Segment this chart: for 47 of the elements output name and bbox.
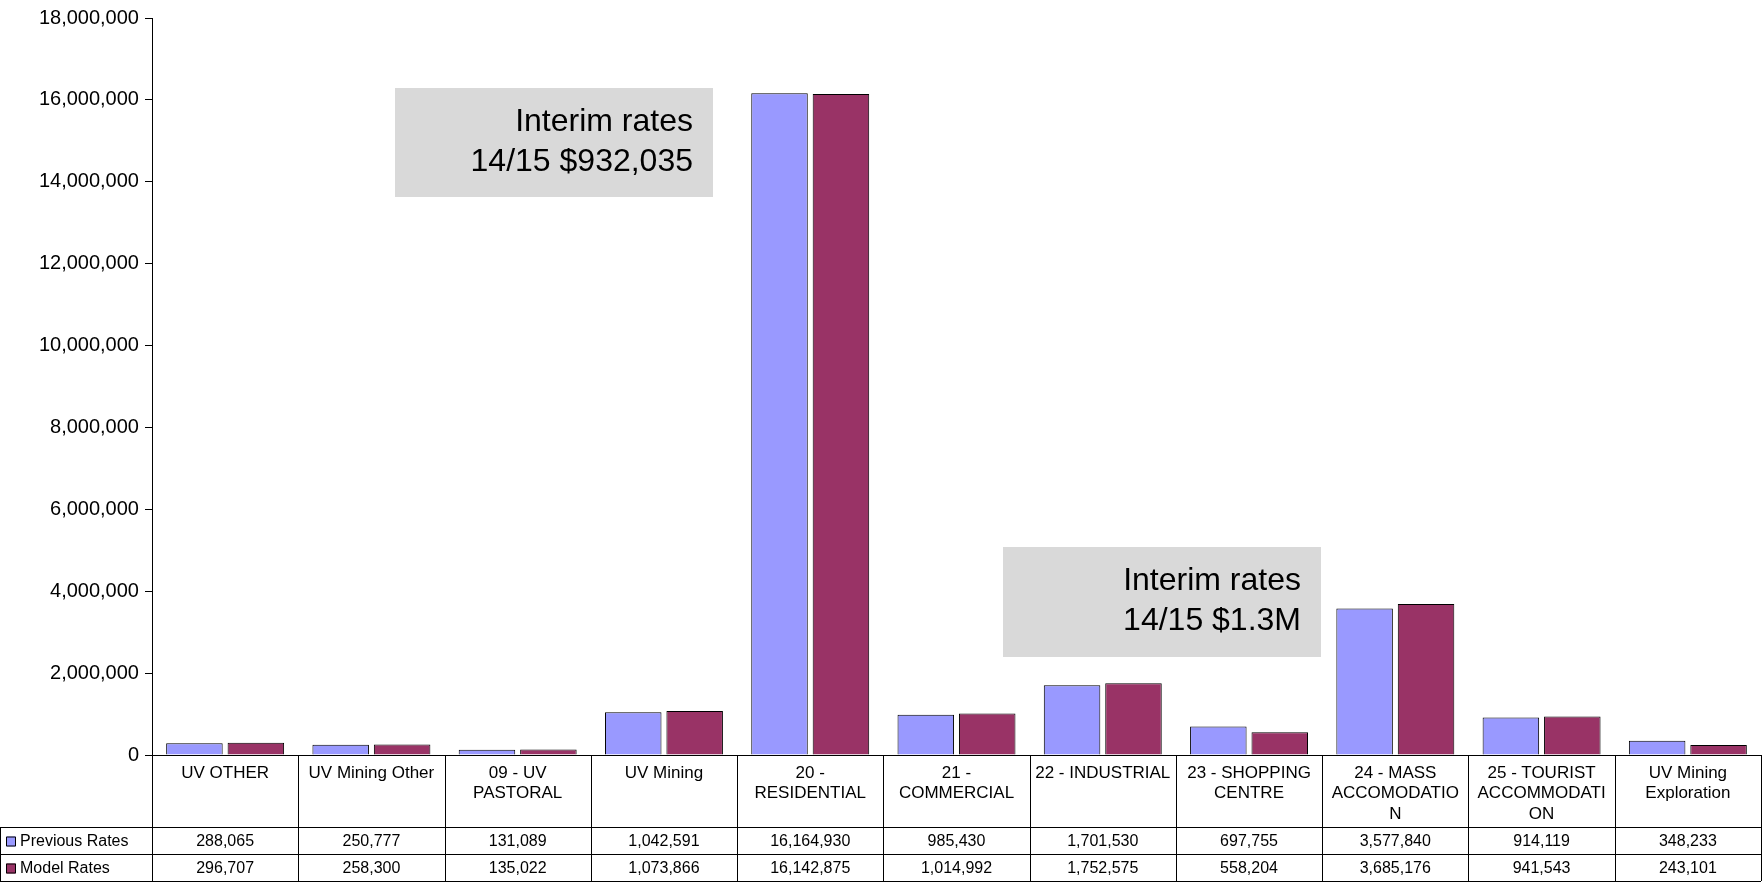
y-tick-label: 16,000,000 bbox=[38, 87, 139, 110]
data-label: 348,233 bbox=[1658, 831, 1717, 849]
x-tick-label: 23 - SHOPPING CENTRE bbox=[1187, 762, 1311, 803]
x-tick-label: UV OTHER bbox=[181, 762, 270, 782]
data-label: 243,101 bbox=[1658, 858, 1717, 876]
y-tick-label: 14,000,000 bbox=[38, 169, 139, 192]
data-label: 288,065 bbox=[196, 831, 255, 849]
data-label: 16,164,930 bbox=[770, 831, 851, 849]
x-tick-label: 09 - UV PASTORAL bbox=[473, 762, 563, 803]
data-label: 941,543 bbox=[1512, 858, 1571, 876]
x-tick-label: 20 - RESIDENTIAL bbox=[754, 762, 866, 803]
y-tick-label: 6,000,000 bbox=[50, 496, 139, 519]
x-tick-label: UV Mining Exploration bbox=[1645, 762, 1731, 803]
data-label: 1,014,992 bbox=[920, 858, 993, 876]
x-tick-label: 25 - TOURIST ACCOMMODATION bbox=[1477, 762, 1606, 823]
data-label: 3,685,176 bbox=[1359, 858, 1432, 876]
data-label: 135,022 bbox=[488, 858, 547, 876]
callout-box: Interim rates 14/15 $1.3M bbox=[1003, 547, 1321, 657]
data-label: 1,042,591 bbox=[628, 831, 700, 849]
data-label: 3,577,840 bbox=[1359, 831, 1432, 849]
data-label: 1,073,866 bbox=[628, 858, 700, 876]
x-tick-label: UV Mining bbox=[624, 762, 704, 782]
x-tick-label: 24 - MASS ACCOMODATION bbox=[1331, 762, 1459, 823]
legend-label: Previous Rates bbox=[20, 831, 129, 849]
data-label: 296,707 bbox=[196, 858, 255, 876]
data-label: 985,430 bbox=[927, 831, 986, 849]
data-label: 697,755 bbox=[1220, 831, 1279, 849]
data-label: 250,777 bbox=[342, 831, 401, 849]
y-tick-label: 2,000,000 bbox=[50, 660, 139, 683]
x-tick-label: 22 - INDUSTRIAL bbox=[1035, 762, 1171, 782]
data-label: 258,300 bbox=[342, 858, 401, 876]
y-tick-label: 8,000,000 bbox=[50, 414, 139, 437]
data-label: 1,752,575 bbox=[1067, 858, 1139, 876]
data-label: 16,142,875 bbox=[770, 858, 851, 876]
data-label: 558,204 bbox=[1220, 858, 1279, 876]
y-tick-label: 0 bbox=[127, 742, 139, 765]
y-tick-label: 10,000,000 bbox=[38, 333, 139, 356]
x-tick-label: 21 - COMMERCIAL bbox=[898, 762, 1015, 803]
callout-box: Interim rates 14/15 $932,035 bbox=[395, 88, 713, 197]
legend-label: Model Rates bbox=[20, 858, 110, 876]
data-label: 1,701,530 bbox=[1067, 831, 1139, 849]
y-tick-label: 12,000,000 bbox=[38, 251, 139, 274]
y-tick-label: 18,000,000 bbox=[38, 5, 139, 28]
y-tick-label: 4,000,000 bbox=[50, 578, 139, 601]
data-label: 131,089 bbox=[488, 831, 547, 849]
data-label: 914,119 bbox=[1513, 831, 1571, 849]
x-tick-label: UV Mining Other bbox=[308, 762, 435, 782]
